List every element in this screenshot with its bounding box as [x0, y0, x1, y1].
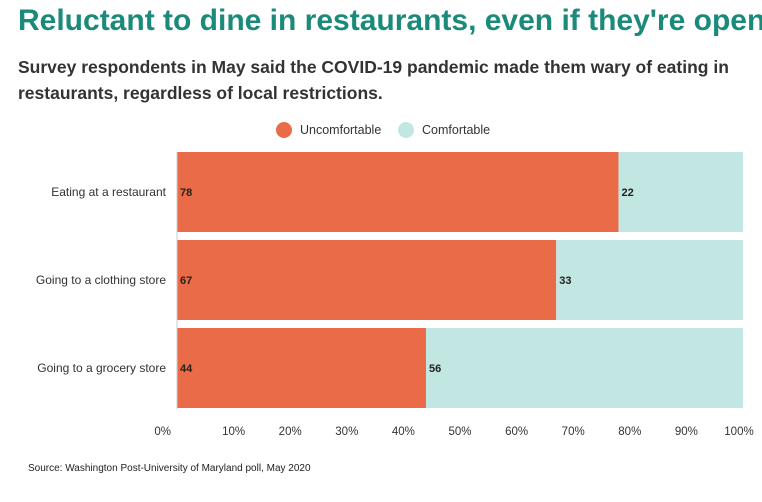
x-tick-label: 50%	[448, 426, 471, 438]
bar-comfortable-going-to-a-grocery-store	[426, 328, 743, 408]
legend-label-comfortable: Comfortable	[422, 123, 491, 137]
bar-comfortable-eating-at-a-restaurant	[618, 152, 743, 232]
data-label-uncomfortable-eating-at-a-restaurant: 78	[180, 187, 192, 199]
x-tick-label: 90%	[675, 426, 698, 438]
x-tick-label: 10%	[222, 426, 245, 438]
x-tick-label: 60%	[505, 426, 528, 438]
x-tick-label: 20%	[279, 426, 302, 438]
bar-comfortable-going-to-a-clothing-store	[556, 240, 743, 320]
legend-swatch-uncomfortable	[276, 122, 292, 138]
category-label-going-to-a-clothing-store: Going to a clothing store	[36, 273, 166, 287]
x-tick-label: 30%	[335, 426, 358, 438]
data-label-uncomfortable-going-to-a-clothing-store: 67	[180, 275, 192, 287]
legend-label-uncomfortable: Uncomfortable	[300, 123, 382, 137]
bar-uncomfortable-going-to-a-grocery-store	[177, 328, 427, 408]
bar-uncomfortable-going-to-a-clothing-store	[177, 240, 557, 320]
data-label-comfortable-eating-at-a-restaurant: 22	[621, 187, 633, 199]
source-note: Source: Washington Post-University of Ma…	[28, 463, 311, 474]
chart-subtitle: Survey respondents in May said the COVID…	[18, 57, 729, 103]
data-label-comfortable-going-to-a-clothing-store: 33	[559, 275, 571, 287]
legend: Uncomfortable Comfortable	[0, 122, 762, 144]
data-label-comfortable-going-to-a-grocery-store: 56	[429, 363, 441, 375]
x-tick-label: 40%	[392, 426, 415, 438]
x-tick-label: 80%	[618, 426, 641, 438]
x-tick-label: 70%	[562, 426, 585, 438]
x-tick-label: 0%	[154, 426, 171, 438]
x-tick-label: 100%	[724, 426, 753, 438]
data-label-uncomfortable-going-to-a-grocery-store: 44	[180, 363, 193, 375]
legend-item-comfortable: Comfortable	[398, 122, 490, 138]
bar-uncomfortable-eating-at-a-restaurant	[177, 152, 619, 232]
category-label-going-to-a-grocery-store: Going to a grocery store	[37, 361, 166, 375]
legend-item-uncomfortable: Uncomfortable	[276, 122, 381, 138]
chart-title: Reluctant to dine in restaurants, even i…	[18, 4, 762, 37]
legend-swatch-comfortable	[398, 122, 414, 138]
category-label-eating-at-a-restaurant: Eating at a restaurant	[51, 185, 166, 199]
